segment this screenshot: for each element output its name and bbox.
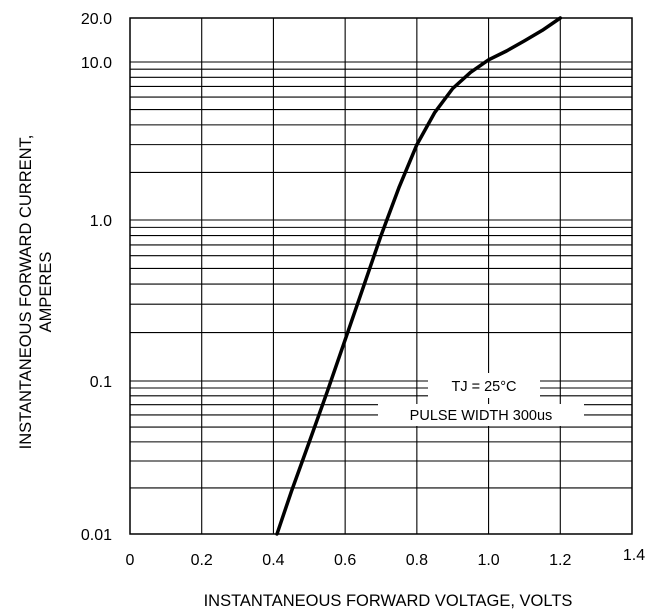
y-tick-label: 10.0 <box>81 55 112 72</box>
x-tick-label: 0.4 <box>262 552 284 569</box>
annotation-background-pulse-width <box>378 404 584 426</box>
annotation-pulse-width: PULSE WIDTH 300us <box>410 408 553 424</box>
plot-frame <box>129 17 633 535</box>
annotation-background-temperature <box>428 373 540 398</box>
y-axis-label-line2: AMPERES <box>37 252 55 333</box>
annotation-temperature: TJ = 25°C <box>451 379 516 395</box>
x-tick-label: 0.2 <box>191 552 213 569</box>
x-tick-label: 1.2 <box>549 552 571 569</box>
y-tick-label: 0.1 <box>90 374 112 391</box>
x-tick-label: 1.0 <box>477 552 499 569</box>
grid <box>130 18 632 534</box>
y-tick-label: 20.0 <box>81 11 112 28</box>
y-tick-label: 1.0 <box>90 213 112 230</box>
y-tick-label: 0.01 <box>81 527 112 544</box>
x-tick-label: 0.6 <box>334 552 356 569</box>
x-tick-label: 0 <box>126 552 135 569</box>
x-tick-label: 0.8 <box>406 552 428 569</box>
y-tick-labels: 0.01 0.1 1.0 10.0 20.0 <box>81 11 112 544</box>
series-group <box>275 16 563 536</box>
y-axis-label-line1: INSTANTANEOUS FORWARD CURRENT, <box>17 135 35 450</box>
x-axis-label: INSTANTANEOUS FORWARD VOLTAGE, VOLTS <box>204 592 573 610</box>
series-line-0 <box>275 16 563 536</box>
x-tick-label: 1.4 <box>623 547 645 564</box>
x-tick-labels: 0 0.2 0.4 0.6 0.8 1.0 1.2 1.4 <box>126 547 646 569</box>
